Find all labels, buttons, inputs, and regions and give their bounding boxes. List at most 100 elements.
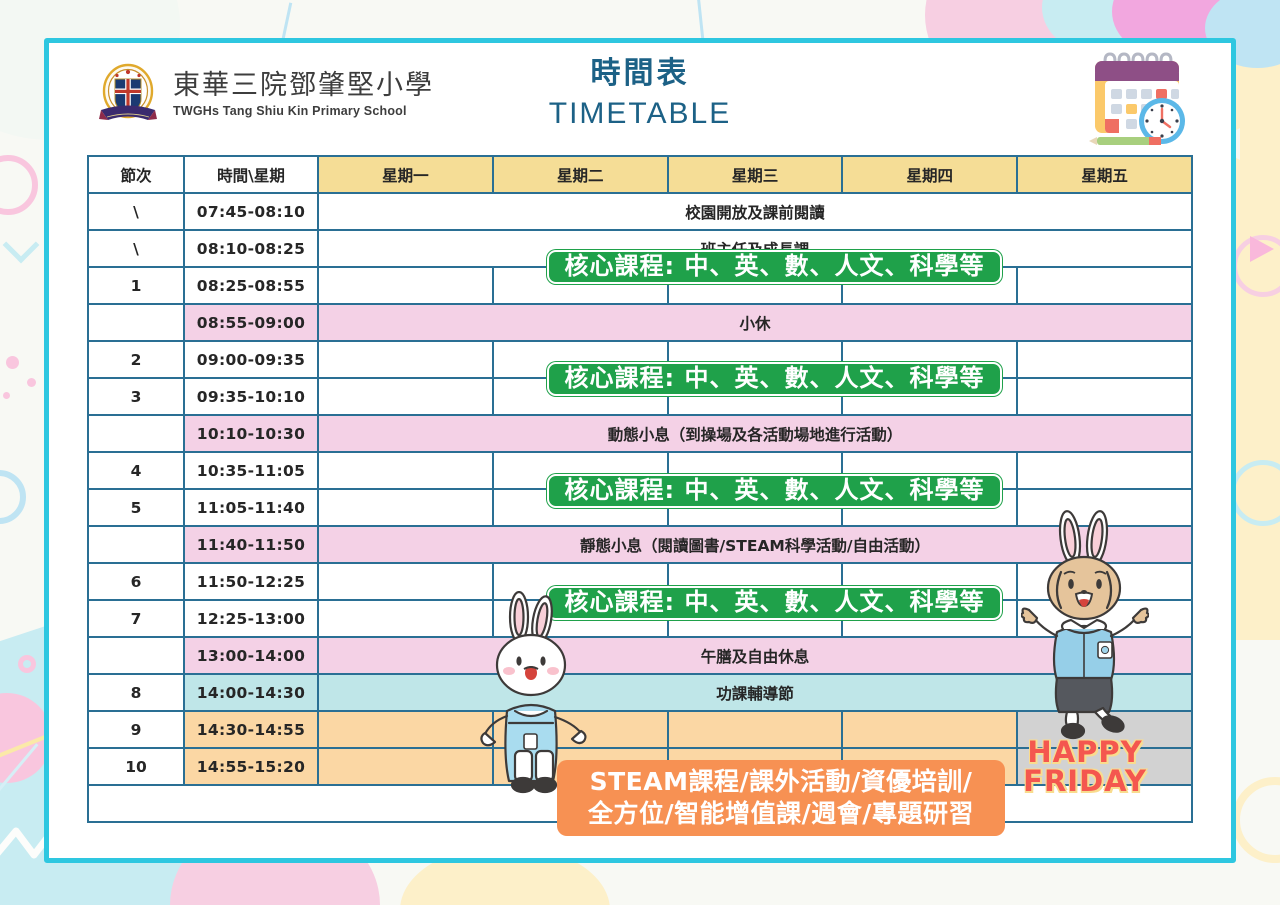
break-cell: 動態小息（到操場及各活動場地進行活動） bbox=[317, 414, 1193, 453]
activity-cell: 校園開放及課前閱讀 bbox=[317, 192, 1193, 231]
time-cell: 08:55-09:00 bbox=[183, 303, 319, 342]
time-cell: 14:30-14:55 bbox=[183, 710, 319, 749]
activity-cell: 班主任及成長課 bbox=[317, 229, 1193, 268]
time-cell: 11:50-12:25 bbox=[183, 562, 319, 601]
lesson-cell-fri bbox=[1016, 562, 1193, 601]
lesson-cell-mon bbox=[317, 599, 494, 638]
time-cell: 10:10-10:30 bbox=[183, 414, 319, 453]
table-row: 11:40-11:50 靜態小息（閱讀圖書/STEAM科學活動/自由活動） bbox=[87, 525, 1193, 564]
period-cell bbox=[87, 414, 185, 453]
lesson-cell-fri bbox=[1016, 266, 1193, 305]
lesson-cell-fri bbox=[1016, 451, 1193, 490]
table-row: 2 09:00-09:35 bbox=[87, 340, 1193, 379]
lesson-cell-mon bbox=[317, 377, 494, 416]
activity-cell-thu bbox=[841, 710, 1019, 749]
lesson-cell-tue bbox=[491, 377, 669, 416]
table-row: 5 11:05-11:40 bbox=[87, 488, 1193, 527]
school-branding: 東華三院鄧肇堅小學 TWGHs Tang Shiu Kin Primary Sc… bbox=[97, 61, 434, 127]
period-cell: 10 bbox=[87, 747, 185, 786]
table-header-row: 節次 時間\星期 星期一 星期二 星期三 星期四 星期五 bbox=[87, 155, 1193, 194]
time-cell: 10:35-11:05 bbox=[183, 451, 319, 490]
col-header-time: 時間\星期 bbox=[183, 155, 319, 194]
lesson-cell-wed bbox=[666, 451, 844, 490]
period-cell bbox=[87, 636, 185, 675]
lesson-cell-mon bbox=[317, 451, 494, 490]
activity-cell-fri bbox=[1016, 747, 1193, 786]
lesson-cell-wed bbox=[666, 488, 844, 527]
time-cell: 14:00-14:30 bbox=[183, 673, 319, 712]
lesson-cell-fri bbox=[1016, 377, 1193, 416]
table-row: 10 14:55-15:20 bbox=[87, 747, 1193, 786]
school-crest-icon bbox=[99, 63, 157, 120]
period-cell bbox=[87, 525, 185, 564]
lesson-cell-thu bbox=[841, 451, 1019, 490]
activity-cell-mon bbox=[317, 747, 494, 786]
card-header: 東華三院鄧肇堅小學 TWGHs Tang Shiu Kin Primary Sc… bbox=[49, 43, 1231, 153]
school-name-zh: 東華三院鄧肇堅小學 bbox=[173, 69, 434, 101]
table-row: 9 14:30-14:55 bbox=[87, 710, 1193, 749]
time-cell: 09:35-10:10 bbox=[183, 377, 319, 416]
time-cell: 13:00-14:00 bbox=[183, 636, 319, 675]
lesson-cell-wed bbox=[666, 266, 844, 305]
lesson-cell-tue bbox=[491, 451, 669, 490]
lesson-cell-wed bbox=[666, 377, 844, 416]
table-row: 8 14:00-14:30 功課輔導節 bbox=[87, 673, 1193, 712]
period-cell: 9 bbox=[87, 710, 185, 749]
lesson-cell-wed bbox=[666, 340, 844, 379]
lesson-cell-fri bbox=[1016, 599, 1193, 638]
period-cell: 5 bbox=[87, 488, 185, 527]
lesson-cell-thu bbox=[841, 599, 1019, 638]
timetable-grid-wrap: 節次 時間\星期 星期一 星期二 星期三 星期四 星期五 \ 07:45-08:… bbox=[87, 155, 1193, 836]
lesson-cell-tue bbox=[491, 488, 669, 527]
lesson-cell-fri bbox=[1016, 340, 1193, 379]
time-cell: 07:45-08:10 bbox=[183, 192, 319, 231]
time-cell: 08:10-08:25 bbox=[183, 229, 319, 268]
period-cell: 2 bbox=[87, 340, 185, 379]
col-header-monday: 星期一 bbox=[317, 155, 494, 194]
lesson-cell-thu bbox=[841, 377, 1019, 416]
lesson-cell-tue bbox=[491, 599, 669, 638]
time-cell: 12:25-13:00 bbox=[183, 599, 319, 638]
col-header-wednesday: 星期三 bbox=[666, 155, 844, 194]
period-cell: 3 bbox=[87, 377, 185, 416]
activity-cell-tue bbox=[491, 710, 669, 749]
table-row: \ 08:10-08:25 班主任及成長課 bbox=[87, 229, 1193, 268]
period-cell: 4 bbox=[87, 451, 185, 490]
activity-cell-mon bbox=[317, 710, 494, 749]
table-row: 7 12:25-13:00 bbox=[87, 599, 1193, 638]
activity-cell-wed bbox=[666, 747, 844, 786]
table-row: 08:55-09:00 小休 bbox=[87, 303, 1193, 342]
col-header-thursday: 星期四 bbox=[841, 155, 1019, 194]
lesson-cell-mon bbox=[317, 340, 494, 379]
table-row: 10:10-10:30 動態小息（到操場及各活動場地進行活動） bbox=[87, 414, 1193, 453]
break-cell: 午膳及自由休息 bbox=[317, 636, 1193, 675]
table-row: 放學及課外活動 bbox=[87, 784, 1193, 823]
lesson-cell-mon bbox=[317, 562, 494, 601]
break-cell: 小休 bbox=[317, 303, 1193, 342]
lesson-cell-wed bbox=[666, 599, 844, 638]
lesson-cell-mon bbox=[317, 266, 494, 305]
lesson-cell-tue bbox=[491, 340, 669, 379]
table-row: \ 07:45-08:10 校園開放及課前閱讀 bbox=[87, 192, 1193, 231]
period-cell: 7 bbox=[87, 599, 185, 638]
timetable-grid: 節次 時間\星期 星期一 星期二 星期三 星期四 星期五 \ 07:45-08:… bbox=[87, 155, 1193, 823]
tutorial-cell: 功課輔導節 bbox=[317, 673, 1193, 712]
period-cell: 6 bbox=[87, 562, 185, 601]
col-header-friday: 星期五 bbox=[1016, 155, 1193, 194]
activity-cell-fri bbox=[1016, 710, 1193, 749]
lesson-cell-fri bbox=[1016, 488, 1193, 527]
time-cell: 11:05-11:40 bbox=[183, 488, 319, 527]
activity-cell-wed bbox=[666, 710, 844, 749]
time-cell: 11:40-11:50 bbox=[183, 525, 319, 564]
timetable-card: 東華三院鄧肇堅小學 TWGHs Tang Shiu Kin Primary Sc… bbox=[44, 38, 1236, 863]
lesson-cell-mon bbox=[317, 488, 494, 527]
period-cell: 1 bbox=[87, 266, 185, 305]
time-cell: 14:55-15:20 bbox=[183, 747, 319, 786]
lesson-cell-wed bbox=[666, 562, 844, 601]
lesson-cell-thu bbox=[841, 562, 1019, 601]
lesson-cell-tue bbox=[491, 266, 669, 305]
table-row: 13:00-14:00 午膳及自由休息 bbox=[87, 636, 1193, 675]
table-row: 1 08:25-08:55 bbox=[87, 266, 1193, 305]
table-row: 4 10:35-11:05 bbox=[87, 451, 1193, 490]
